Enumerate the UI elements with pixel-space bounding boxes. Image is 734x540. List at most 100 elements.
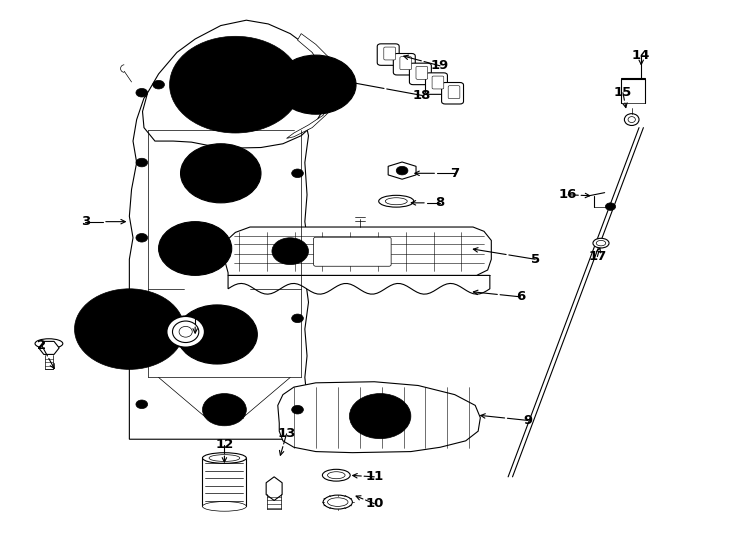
Ellipse shape xyxy=(596,240,606,246)
Ellipse shape xyxy=(167,316,205,347)
Circle shape xyxy=(186,312,248,357)
Text: 8: 8 xyxy=(435,197,445,210)
Circle shape xyxy=(84,296,175,362)
Text: 6: 6 xyxy=(516,291,526,303)
Circle shape xyxy=(181,44,290,125)
Text: 7: 7 xyxy=(450,167,459,180)
Ellipse shape xyxy=(385,198,407,205)
Ellipse shape xyxy=(628,117,636,123)
Circle shape xyxy=(136,233,148,242)
Ellipse shape xyxy=(35,339,63,348)
Text: 14: 14 xyxy=(632,49,650,62)
Circle shape xyxy=(291,406,303,414)
Text: 5: 5 xyxy=(531,253,539,266)
Circle shape xyxy=(170,36,301,133)
Circle shape xyxy=(222,75,249,94)
Circle shape xyxy=(272,238,308,265)
Circle shape xyxy=(105,312,153,347)
Circle shape xyxy=(75,289,184,369)
Circle shape xyxy=(179,237,211,260)
Circle shape xyxy=(113,318,145,341)
Circle shape xyxy=(216,170,226,177)
Circle shape xyxy=(275,55,356,114)
Circle shape xyxy=(136,158,148,167)
FancyBboxPatch shape xyxy=(377,44,399,65)
Ellipse shape xyxy=(323,495,352,509)
Circle shape xyxy=(181,144,261,203)
FancyBboxPatch shape xyxy=(400,57,412,70)
Text: 13: 13 xyxy=(277,427,296,440)
Circle shape xyxy=(291,244,303,253)
Text: 16: 16 xyxy=(559,188,577,201)
Ellipse shape xyxy=(327,472,345,479)
Text: 2: 2 xyxy=(37,339,46,352)
Circle shape xyxy=(136,400,148,409)
Ellipse shape xyxy=(625,113,639,125)
Circle shape xyxy=(284,97,296,105)
Ellipse shape xyxy=(179,326,192,337)
Text: 19: 19 xyxy=(431,59,449,72)
Ellipse shape xyxy=(172,321,199,342)
Text: 10: 10 xyxy=(365,497,383,510)
Circle shape xyxy=(291,169,303,178)
Ellipse shape xyxy=(379,195,414,207)
FancyBboxPatch shape xyxy=(448,86,460,99)
Circle shape xyxy=(197,320,238,349)
Text: 1: 1 xyxy=(139,309,148,322)
Polygon shape xyxy=(39,341,59,354)
Ellipse shape xyxy=(322,469,350,481)
Ellipse shape xyxy=(593,238,609,248)
Circle shape xyxy=(208,328,226,341)
Polygon shape xyxy=(225,227,491,275)
Circle shape xyxy=(295,70,336,100)
Text: 4: 4 xyxy=(191,309,200,322)
Circle shape xyxy=(120,322,138,335)
Circle shape xyxy=(230,80,241,89)
Circle shape xyxy=(177,305,258,364)
Circle shape xyxy=(136,89,148,97)
Circle shape xyxy=(153,80,164,89)
Circle shape xyxy=(285,62,346,107)
Circle shape xyxy=(190,151,252,196)
Circle shape xyxy=(126,326,133,332)
FancyBboxPatch shape xyxy=(426,73,448,94)
Circle shape xyxy=(396,166,408,175)
Text: 17: 17 xyxy=(588,250,606,263)
Circle shape xyxy=(100,308,159,350)
Circle shape xyxy=(291,314,303,322)
Circle shape xyxy=(89,300,170,359)
Polygon shape xyxy=(142,20,329,148)
Circle shape xyxy=(192,52,279,117)
Circle shape xyxy=(279,243,301,259)
Circle shape xyxy=(211,166,231,181)
Circle shape xyxy=(136,309,148,318)
FancyBboxPatch shape xyxy=(432,76,444,89)
Circle shape xyxy=(203,394,247,426)
Ellipse shape xyxy=(203,453,247,463)
Circle shape xyxy=(211,400,238,420)
FancyBboxPatch shape xyxy=(416,66,428,79)
Circle shape xyxy=(167,228,223,269)
Ellipse shape xyxy=(327,498,348,507)
Circle shape xyxy=(94,303,164,355)
Circle shape xyxy=(203,60,269,109)
Circle shape xyxy=(159,221,232,275)
FancyBboxPatch shape xyxy=(410,63,432,85)
FancyBboxPatch shape xyxy=(313,237,391,266)
Polygon shape xyxy=(388,162,416,179)
Polygon shape xyxy=(228,275,490,294)
Circle shape xyxy=(79,293,179,366)
Circle shape xyxy=(244,86,256,94)
Circle shape xyxy=(213,331,222,338)
Text: 11: 11 xyxy=(366,470,383,483)
Polygon shape xyxy=(266,477,282,501)
Ellipse shape xyxy=(203,502,247,511)
Circle shape xyxy=(189,244,202,253)
FancyBboxPatch shape xyxy=(384,47,396,60)
Circle shape xyxy=(606,203,616,211)
Text: 3: 3 xyxy=(81,215,90,228)
Circle shape xyxy=(360,401,401,431)
Circle shape xyxy=(349,394,411,438)
FancyBboxPatch shape xyxy=(442,83,464,104)
Polygon shape xyxy=(286,33,339,138)
